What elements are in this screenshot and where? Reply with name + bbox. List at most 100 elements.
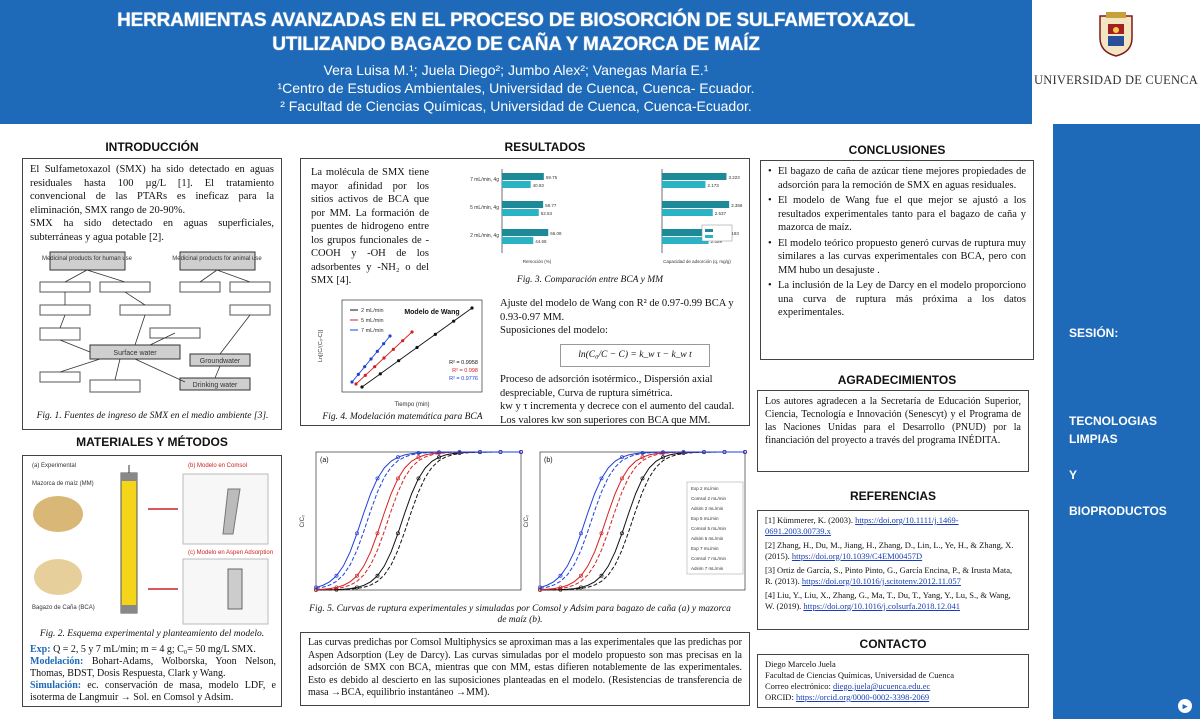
data-label: 59.75 bbox=[546, 175, 558, 180]
experimental-point bbox=[416, 476, 421, 481]
bar bbox=[502, 201, 544, 208]
fig5-caption: Fig. 5. Curvas de ruptura experimentales… bbox=[309, 604, 731, 625]
fig1-groundwater: Groundwater bbox=[200, 358, 241, 365]
bar bbox=[662, 181, 706, 188]
experimental-point bbox=[538, 585, 542, 590]
r2-label: R² = 0.9958 bbox=[449, 360, 478, 366]
experimental-point bbox=[579, 585, 583, 590]
contact-orcid[interactable]: https://orcid.org/0000-0002-3398-2069 bbox=[795, 692, 930, 702]
axis-label: Remoción (%) bbox=[523, 259, 552, 264]
title-line-1: HERRAMIENTAS AVANZADAS EN EL PROCESO DE … bbox=[117, 10, 915, 31]
legend-box bbox=[686, 481, 744, 575]
data-label: 66.08 bbox=[550, 231, 562, 236]
data-point bbox=[401, 339, 405, 343]
data-point bbox=[360, 385, 364, 389]
data-point bbox=[354, 382, 358, 386]
experimental-point bbox=[334, 573, 339, 578]
r2-label: R² = 0.998 bbox=[452, 368, 478, 374]
axis-label: Capacidad de adsorción (q, mg/g) bbox=[663, 259, 731, 264]
experimental-point bbox=[396, 531, 400, 536]
experimental-point bbox=[334, 587, 339, 592]
sim-text: ec. conservación de masa, modelo LDF, e … bbox=[30, 680, 276, 703]
fig2-diagram: (a) Experimental (b) Modelo en Comsol (c… bbox=[32, 463, 273, 625]
wang-text-4: kw y τ incrementa y decrece con el aumen… bbox=[500, 401, 735, 426]
experimental-point bbox=[722, 450, 727, 454]
legend-swatch bbox=[705, 235, 713, 238]
conclusion-item: El modelo teórico propuesto generó curva… bbox=[768, 237, 1026, 278]
experimental-point bbox=[620, 476, 624, 481]
experimental-point bbox=[314, 587, 318, 592]
experimental-point bbox=[538, 587, 542, 592]
affiliation-1: ¹Centro de Estudios Ambientales, Univers… bbox=[277, 80, 755, 96]
legend-box bbox=[701, 224, 733, 242]
fig2-bca-label: Bagazo de Caña (BCA) bbox=[32, 605, 95, 611]
conclusions-box: El bagazo de caña de azúcar tiene mejore… bbox=[760, 160, 1034, 360]
experimental-point bbox=[558, 587, 563, 592]
reference-item: [2] Zhang, H., Du, M., Jiang, H., Zhang,… bbox=[765, 540, 1014, 561]
poster-title: HERRAMIENTAS AVANZADAS EN EL PROCESO DE … bbox=[0, 0, 1032, 57]
panel-label: (b) bbox=[544, 457, 553, 464]
reference-link[interactable]: https://doi.org/10.1016/j.scitotenv.2012… bbox=[801, 575, 961, 586]
y-axis-label: C/C₀ bbox=[300, 514, 306, 527]
experimental-point bbox=[640, 455, 645, 460]
legend-label: Adsim 2 mL/min bbox=[691, 506, 724, 511]
model-curve bbox=[315, 451, 522, 589]
data-label: 3.358 bbox=[731, 203, 743, 208]
experimental-point bbox=[396, 476, 400, 481]
contact-email-row: Correo electrónico: diego.juela@ucuenca.… bbox=[765, 681, 931, 691]
data-point bbox=[369, 357, 373, 361]
y-axis-label: C/C₀ bbox=[524, 514, 530, 527]
bar bbox=[502, 229, 549, 236]
experimental-point bbox=[498, 450, 503, 454]
title-line-2: UTILIZANDO BAGAZO DE CAÑA Y MAZORCA DE M… bbox=[272, 34, 760, 55]
data-point bbox=[363, 365, 367, 369]
fig2-mm-label: Mazorca de maíz (MM) bbox=[32, 481, 94, 487]
affiliation-2: ² Facultad de Ciencias Químicas, Univers… bbox=[280, 98, 752, 114]
legend-label: Adsim 5 mL/min bbox=[691, 536, 724, 541]
data-point bbox=[391, 347, 395, 351]
legend-label: Comsol 5 mL/min bbox=[691, 526, 727, 531]
data-label: 2.329 bbox=[711, 239, 723, 244]
data-point bbox=[356, 372, 360, 376]
session-line-4: BIOPRODUCTOS bbox=[1069, 504, 1167, 518]
reference-item: [3] Ortiz de García, S., Pinto Pinto, G.… bbox=[765, 565, 1013, 586]
experimental-point bbox=[620, 455, 624, 460]
contact-email[interactable]: diego.juela@ucuenca.edu.ec bbox=[832, 681, 931, 691]
data-point bbox=[375, 349, 379, 353]
authors: Vera Luisa M.¹; Juela Diego²; Jumbo Alex… bbox=[323, 62, 709, 78]
fig2-label-b: (b) Modelo en Comsol bbox=[188, 463, 247, 469]
session-line-2: LIMPIAS bbox=[1069, 432, 1118, 446]
reference-item: [4] Liu, Y., Liu, X., Zhang, G., Ma, T.,… bbox=[765, 590, 1011, 611]
navigation-icon[interactable]: ▸ bbox=[1178, 699, 1192, 713]
contact-box: Diego Marcelo Juela Facultad de Ciencias… bbox=[757, 654, 1029, 708]
fig2-caption: Fig. 2. Esquema experimental y planteami… bbox=[39, 629, 265, 639]
fig1-diagram: Medicinal products for human use Medicin… bbox=[39, 251, 271, 393]
university-logo: UNIVERSIDAD DE CUENCA bbox=[1032, 0, 1200, 124]
reference-link[interactable]: https://doi.org/10.1016/j.colsurfa.2018.… bbox=[803, 600, 961, 611]
experimental-point bbox=[640, 450, 645, 455]
discussion-text: Las curvas predichas por Comsol Multiphy… bbox=[308, 637, 742, 698]
wang-text-3: Proceso de adsorción isotérmico., Disper… bbox=[500, 374, 713, 399]
methods-text: Exp: Q = 2, 5 y 7 mL/min; m = 4 g; C₀= 5… bbox=[30, 644, 276, 704]
crest-icon bbox=[1099, 12, 1133, 57]
experimental-point bbox=[558, 573, 563, 578]
fig2-label-c: (c) Modelo en Aspen Adsorption bbox=[188, 550, 273, 556]
experimental-point bbox=[702, 450, 706, 454]
x-axis-label: Tiempo (min) bbox=[394, 402, 429, 408]
data-point bbox=[350, 380, 354, 384]
conclusion-item: El bagazo de caña de azúcar tiene mejore… bbox=[768, 165, 1026, 192]
bar bbox=[502, 181, 531, 188]
methods-title: MATERIALES Y MÉTODOS bbox=[76, 435, 228, 449]
data-point bbox=[388, 334, 392, 338]
results-text-1: La molécula de SMX tiene mayor afinidad … bbox=[311, 167, 429, 286]
data-label: 3.223 bbox=[728, 175, 740, 180]
tick-label: 7 mL/min, 4g bbox=[470, 177, 499, 183]
experimental-point bbox=[599, 573, 604, 578]
intro-text-1: El Sulfametoxazol (SMX) ha sido detectad… bbox=[30, 164, 274, 216]
experimental-point bbox=[743, 450, 747, 454]
experimental-point bbox=[375, 573, 380, 578]
methods-mod: Modelación: Bohart-Adams, Wolborska, Yoo… bbox=[30, 656, 276, 680]
reference-link[interactable]: https://doi.org/10.1111/j.1469-0691.2003… bbox=[765, 515, 959, 536]
experimental-point bbox=[519, 450, 523, 454]
reference-link[interactable]: https://doi.org/10.1039/C4EM00457D bbox=[791, 550, 923, 561]
